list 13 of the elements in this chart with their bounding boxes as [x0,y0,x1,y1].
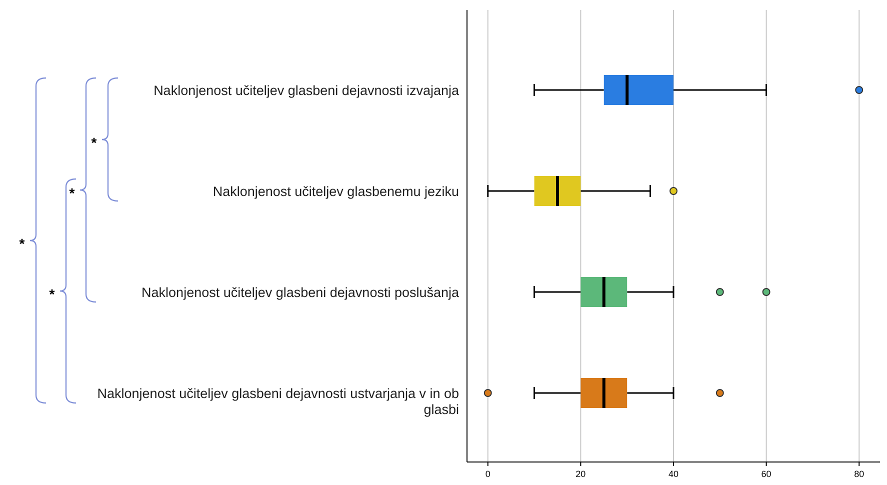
y-tick-label: Naklonjenost učiteljev glasbeni dejavnosti izvajanja [154,83,460,98]
x-tick-label: 0 [485,469,490,479]
x-tick-label: 60 [761,469,772,479]
y-tick-label: Naklonjenost učiteljev glasbeni dejavnosti ustvarjanja v in ob glasbi [97,386,459,417]
text: * [49,286,56,302]
text: * [19,236,26,252]
text: * [69,185,76,201]
x-tick-label: 20 [576,469,586,479]
y-tick-label: Naklonjenost učiteljev glasbeni dejavnosti poslušanja [142,285,460,300]
x-tick-label: 40 [668,469,679,479]
y-tick-label: Naklonjenost učiteljev glasbenemu jeziku [212,184,459,199]
x-tick-label: 80 [854,469,864,479]
text: * [91,134,98,150]
